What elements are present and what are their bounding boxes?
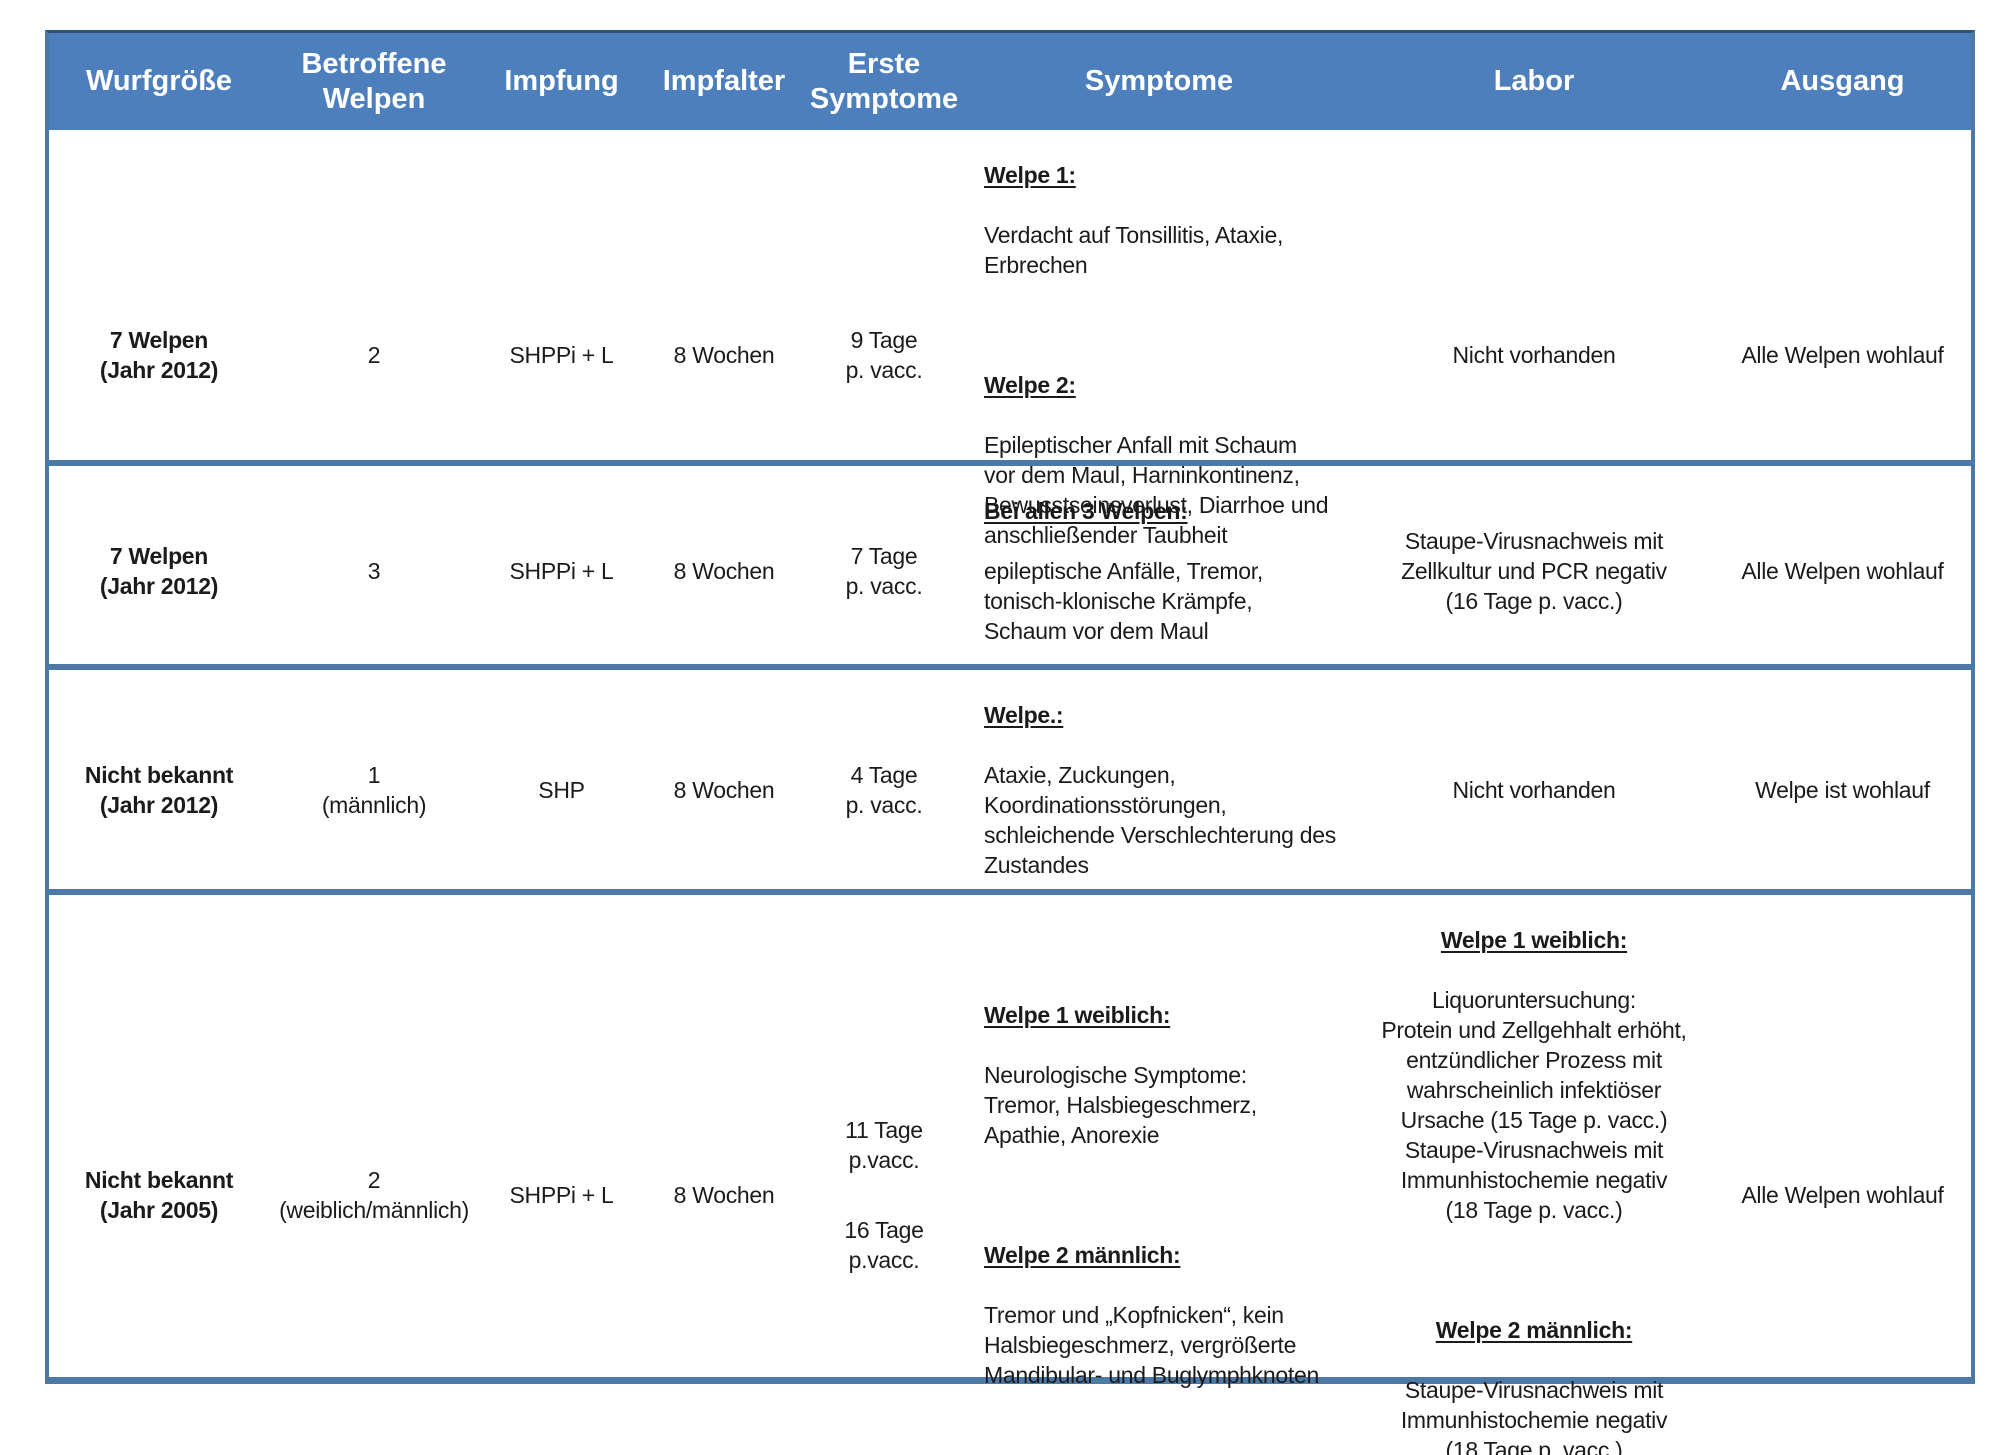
cell-labor: Nicht vorhanden <box>1354 130 1714 580</box>
symptome-text: Epileptischer Anfall mit Schaum vor dem … <box>984 432 1329 548</box>
erste-symptome-entry: 4 Tage p. vacc. <box>845 762 923 818</box>
column-header-wurfgroesse: Wurfgröße <box>85 65 233 98</box>
erste-symptome-entry: 16 Tage p.vacc. <box>844 1217 924 1273</box>
welpe-heading: Welpe 2 männlich: <box>984 1242 1181 1268</box>
welpe-heading: Welpe 2: <box>984 372 1076 398</box>
symptome-section: Welpe 2: Epileptischer Anfall mit Schaum… <box>984 340 1329 580</box>
symptome-text: Ataxie, Zuckungen, Koordinationsstörunge… <box>984 762 1336 878</box>
cell-impfalter: 8 Wochen <box>673 342 775 368</box>
cell-wurfgroesse: 7 Welpen (Jahr 2012) <box>99 327 219 383</box>
welpe-heading: Welpe 1 weiblich: <box>984 1002 1171 1028</box>
column-header-betroffene-welpen: Betroffene Welpen <box>301 47 447 115</box>
cell-betroffene-welpen: 1 (männlich) <box>321 762 427 818</box>
labor-section: Welpe 1 weiblich: Liquoruntersuchung: Pr… <box>1381 895 1687 1255</box>
labor-section: Welpe 2 männlich: Staupe-Virusnachweis m… <box>1400 1285 1668 1455</box>
labor-text: Nicht vorhanden <box>1452 342 1616 368</box>
welpe-heading: Bei allen 3 Welpen: <box>984 498 1188 524</box>
welpe-heading: Welpe.: <box>984 702 1064 728</box>
cell-ausgang: Alle Welpen wohlauf <box>1741 1182 1944 1208</box>
erste-symptome-entry: 7 Tage p. vacc. <box>845 543 923 599</box>
cell-betroffene-welpen: 2 (weiblich/männlich) <box>279 1167 469 1223</box>
labor-text: Liquoruntersuchung: Protein und Zellgehh… <box>1381 987 1687 1223</box>
cell-symptome: Welpe 1 weiblich: Neurologische Symptome… <box>964 895 1354 1455</box>
labor-text: Staupe-Virusnachweis mit Immunhistochemi… <box>1400 1377 1668 1455</box>
cell-erste-symptome: 9 Tage p. vacc. <box>804 130 964 580</box>
column-header-symptome: Symptome <box>1084 65 1234 98</box>
cell-symptome: Welpe 1: Verdacht auf Tonsillitis, Ataxi… <box>964 130 1354 580</box>
cell-impfalter: 8 Wochen <box>673 1182 775 1208</box>
cell-wurfgroesse: Nicht bekannt (Jahr 2012) <box>84 762 234 818</box>
table-row: 7 Welpen (Jahr 2012) 2 SHPPi + L 8 Woche… <box>49 130 1971 548</box>
erste-symptome-entry: 9 Tage p. vacc. <box>845 327 923 383</box>
column-header-impfung: Impfung <box>504 65 619 98</box>
symptome-section: Welpe 1: Verdacht auf Tonsillitis, Ataxi… <box>984 130 1283 310</box>
column-header-ausgang: Ausgang <box>1780 65 1905 98</box>
cell-symptome: Welpe.: Ataxie, Zuckungen, Koordinations… <box>964 670 1354 910</box>
cell-impfalter: 8 Wochen <box>673 558 775 584</box>
symptome-section: Welpe 2 männlich: Tremor und „Kopfnicken… <box>984 1210 1319 1420</box>
cell-erste-symptome: 4 Tage p. vacc. <box>804 670 964 910</box>
cell-symptome: Bei allen 3 Welpen: epileptische Anfälle… <box>964 466 1354 676</box>
symptome-text: epileptische Anfälle, Tremor, tonisch-kl… <box>984 558 1263 644</box>
cell-impfung: SHPPi + L <box>509 1182 614 1208</box>
cell-betroffene-welpen: 3 <box>367 558 381 584</box>
cell-labor: Staupe-Virusnachweis mit Zellkultur und … <box>1354 466 1714 676</box>
table-row: 7 Welpen (Jahr 2012) 3 SHPPi + L 8 Woche… <box>49 460 1971 664</box>
column-header-erste-symptome: Erste Symptome <box>809 47 959 115</box>
symptome-section: Bei allen 3 Welpen: epileptische Anfälle… <box>984 466 1263 676</box>
table-row: Nicht bekannt (Jahr 2005) 2 (weiblich/mä… <box>49 889 1971 1455</box>
welpe-heading: Welpe 2 männlich: <box>1435 1317 1633 1343</box>
cell-wurfgroesse: 7 Welpen (Jahr 2012) <box>99 543 219 599</box>
cell-impfung: SHPPi + L <box>509 342 614 368</box>
cell-impfung: SHPPi + L <box>509 558 614 584</box>
table-row: Nicht bekannt (Jahr 2012) 1 (männlich) S… <box>49 664 1971 889</box>
welpe-heading: Welpe 1 weiblich: <box>1440 927 1628 953</box>
vaccination-cases-table: Wurfgröße Betroffene Welpen Impfung Impf… <box>45 30 1975 1455</box>
cell-labor: Nicht vorhanden <box>1354 670 1714 910</box>
cell-erste-symptome: 7 Tage p. vacc. <box>804 466 964 676</box>
symptome-text: Verdacht auf Tonsillitis, Ataxie, Erbrec… <box>984 222 1284 278</box>
cell-ausgang: Alle Welpen wohlauf <box>1741 342 1944 368</box>
cell-impfung: SHP <box>538 777 585 803</box>
erste-symptome-entry: 11 Tage p.vacc. <box>845 1117 923 1173</box>
symptome-section: Welpe.: Ataxie, Zuckungen, Koordinations… <box>984 670 1336 910</box>
symptome-section: Welpe 1 weiblich: Neurologische Symptome… <box>984 970 1257 1180</box>
cell-ausgang: Alle Welpen wohlauf <box>1741 558 1944 584</box>
cell-ausgang: Welpe ist wohlauf <box>1755 777 1930 803</box>
cell-wurfgroesse: Nicht bekannt (Jahr 2005) <box>84 1167 234 1223</box>
symptome-text: Tremor und „Kopfnicken“, kein Halsbieges… <box>984 1302 1319 1388</box>
labor-text: Nicht vorhanden <box>1452 777 1616 803</box>
cell-betroffene-welpen: 2 <box>367 342 381 368</box>
column-header-labor: Labor <box>1493 65 1575 98</box>
cell-labor: Welpe 1 weiblich: Liquoruntersuchung: Pr… <box>1354 895 1714 1455</box>
symptome-text: Neurologische Symptome: Tremor, Halsbieg… <box>984 1062 1257 1148</box>
welpe-heading: Welpe 1: <box>984 162 1076 188</box>
column-header-impfalter: Impfalter <box>662 65 786 98</box>
table-header-row: Wurfgröße Betroffene Welpen Impfung Impf… <box>49 33 1971 130</box>
labor-text: Staupe-Virusnachweis mit Zellkultur und … <box>1401 528 1667 614</box>
cell-impfalter: 8 Wochen <box>673 777 775 803</box>
cell-erste-symptome: 11 Tage p.vacc. 16 Tage p.vacc. <box>804 895 964 1455</box>
